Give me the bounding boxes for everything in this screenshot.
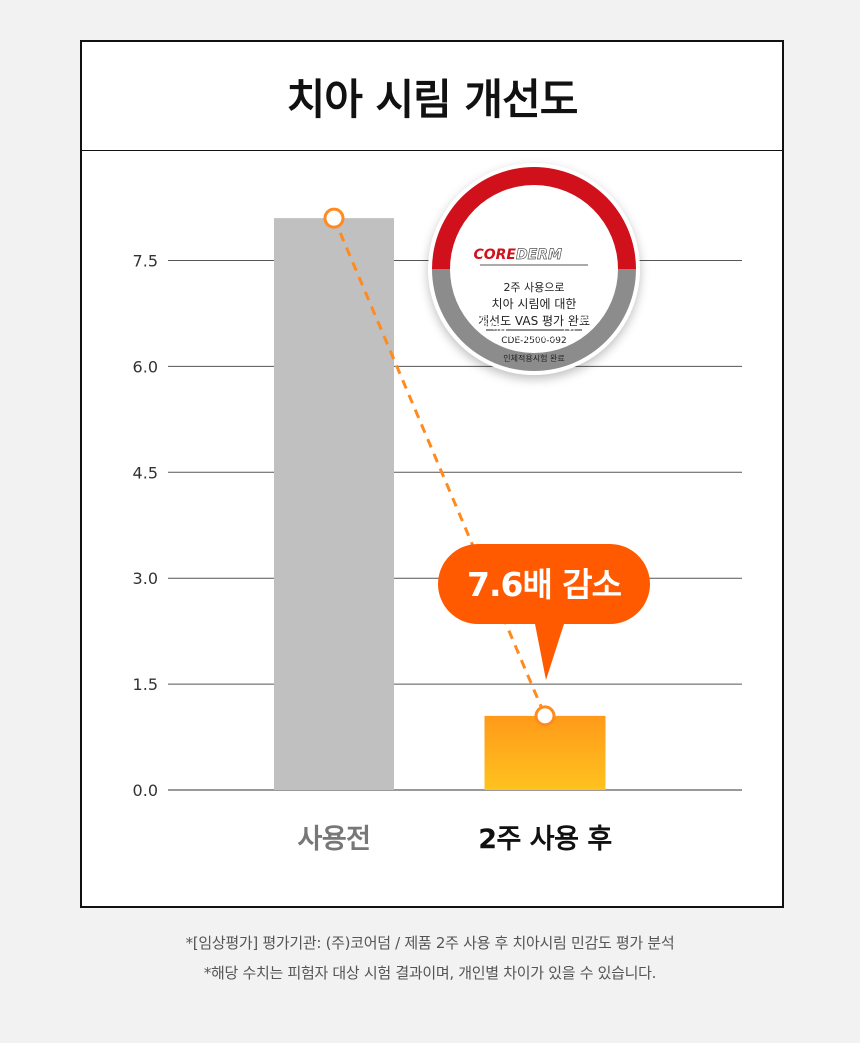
footnote-1: *[임상평가] 평가기관: (주)코어덤 / 제품 2주 사용 후 치아시림 민… xyxy=(185,934,675,952)
seal-line-3: 개선도 VAS 평가 완료 xyxy=(478,314,590,328)
reduction-callout: 7.6배 감소 xyxy=(438,544,650,680)
callout-label: 7.6배 감소 xyxy=(467,565,622,604)
seal-line-1: 2주 사용으로 xyxy=(503,281,564,294)
category-label-after: 2주 사용 후 xyxy=(478,824,611,855)
y-tick-label: 1.5 xyxy=(133,675,158,694)
page-title: 치아 시림 개선도 xyxy=(286,74,579,124)
category-label-before: 사용전 xyxy=(297,824,370,855)
trend-line xyxy=(332,217,547,717)
point-before xyxy=(323,207,345,229)
footnotes: *[임상평가] 평가기관: (주)코어덤 / 제품 2주 사용 후 치아시림 민… xyxy=(0,928,860,988)
seal-status: 인체적용시험 완료 xyxy=(503,353,564,363)
seal-top-ring xyxy=(432,167,636,269)
svg-text:CORE: CORE xyxy=(473,247,516,263)
y-tick-label: 7.5 xyxy=(133,252,158,271)
footnote-2: *해당 수치는 피험자 대상 시험 결과이며, 개인별 차이가 있을 수 있습니… xyxy=(203,964,657,982)
seal-line-2: 치아 시림에 대한 xyxy=(492,297,577,311)
bar-before xyxy=(274,218,394,790)
chart-frame: 치아 시림 개선도 xyxy=(80,40,784,908)
seal-code: CDE-2500-092 xyxy=(501,336,566,346)
svg-text:DERM: DERM xyxy=(516,247,562,263)
seal-bottom-ring xyxy=(432,269,636,371)
callout-bubble xyxy=(438,544,650,680)
point-after xyxy=(534,705,556,727)
y-tick-label: 3.0 xyxy=(133,569,158,588)
y-tick-label: 0.0 xyxy=(133,781,158,800)
bar-after xyxy=(484,715,606,790)
title-bar: 치아 시림 개선도 xyxy=(82,42,782,151)
seal-logo: CORE DERM xyxy=(473,247,588,266)
certification-seal: CORE DERM 2주 사용으로 치아 시림에 대한 개선도 VAS 평가 완… xyxy=(428,163,640,375)
y-tick-label: 4.5 xyxy=(133,463,158,482)
y-tick-label: 6.0 xyxy=(133,357,158,376)
